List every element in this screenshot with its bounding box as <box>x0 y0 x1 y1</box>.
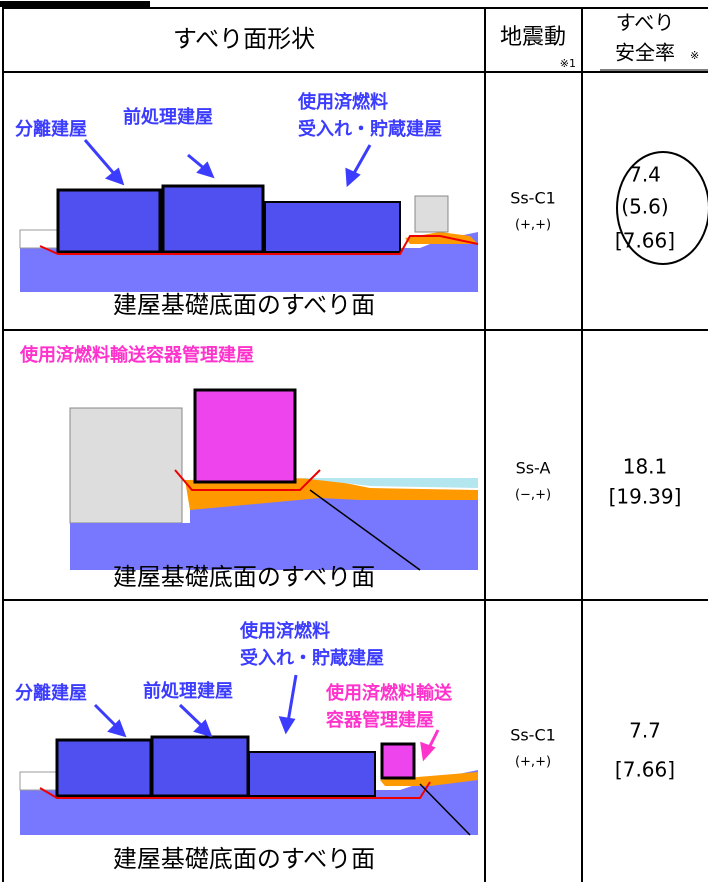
safety-factor: 7.4 <box>629 163 661 187</box>
ground-motion-sign: (+,+) <box>515 218 551 233</box>
header-cell: 安全率 <box>615 41 675 65</box>
building-label: 受入れ・貯蔵建屋 <box>240 647 384 669</box>
caption: 建屋基礎底面のすべり面 <box>113 845 375 873</box>
building-label: 使用済燃料輸送 <box>325 682 453 704</box>
ground-motion-sign: (−,+) <box>515 488 551 503</box>
ground-motion-sign: (+,+) <box>515 755 551 770</box>
caption: 建屋基礎底面のすべり面 <box>113 563 375 591</box>
header-cell: すべり <box>616 11 675 35</box>
header-cell: すべり面形状 <box>173 25 315 53</box>
building-label: 使用済燃料輸送容器管理建屋 <box>19 344 254 366</box>
building-label: 受入れ・貯蔵建屋 <box>298 118 442 140</box>
safety-factor: [7.66] <box>615 229 675 253</box>
diagram-1 <box>19 139 479 292</box>
building-label: 前処理建屋 <box>123 106 213 128</box>
header-note: ※1 <box>560 57 576 70</box>
ground-motion: Ss-C1 <box>510 726 556 745</box>
highlight-circle <box>616 151 708 265</box>
table-grid <box>2 7 708 882</box>
building-label: 容器管理建屋 <box>326 709 434 731</box>
header-bg <box>3 8 708 72</box>
caption: 建屋基礎底面のすべり面 <box>113 291 375 319</box>
building-label: 前処理建屋 <box>143 680 233 702</box>
diagram-3 <box>19 674 478 836</box>
building-label: 分離建屋 <box>15 682 87 704</box>
building-label: 分離建屋 <box>15 118 87 140</box>
safety-factor: [7.66] <box>615 758 675 782</box>
ground-motion: Ss-C1 <box>510 189 556 208</box>
header-cell: 地震動 <box>500 25 566 50</box>
safety-factor: [19.39] <box>609 485 682 509</box>
ground-motion: Ss-A <box>516 459 551 478</box>
building-label: 使用済燃料 <box>239 620 330 642</box>
safety-factor: 18.1 <box>623 455 668 479</box>
header-note: ※ <box>690 49 699 62</box>
building-label: 使用済燃料 <box>297 91 388 113</box>
diagram-2 <box>69 388 478 571</box>
safety-factor: (5.6) <box>621 195 668 219</box>
safety-factor: 7.7 <box>629 719 661 743</box>
